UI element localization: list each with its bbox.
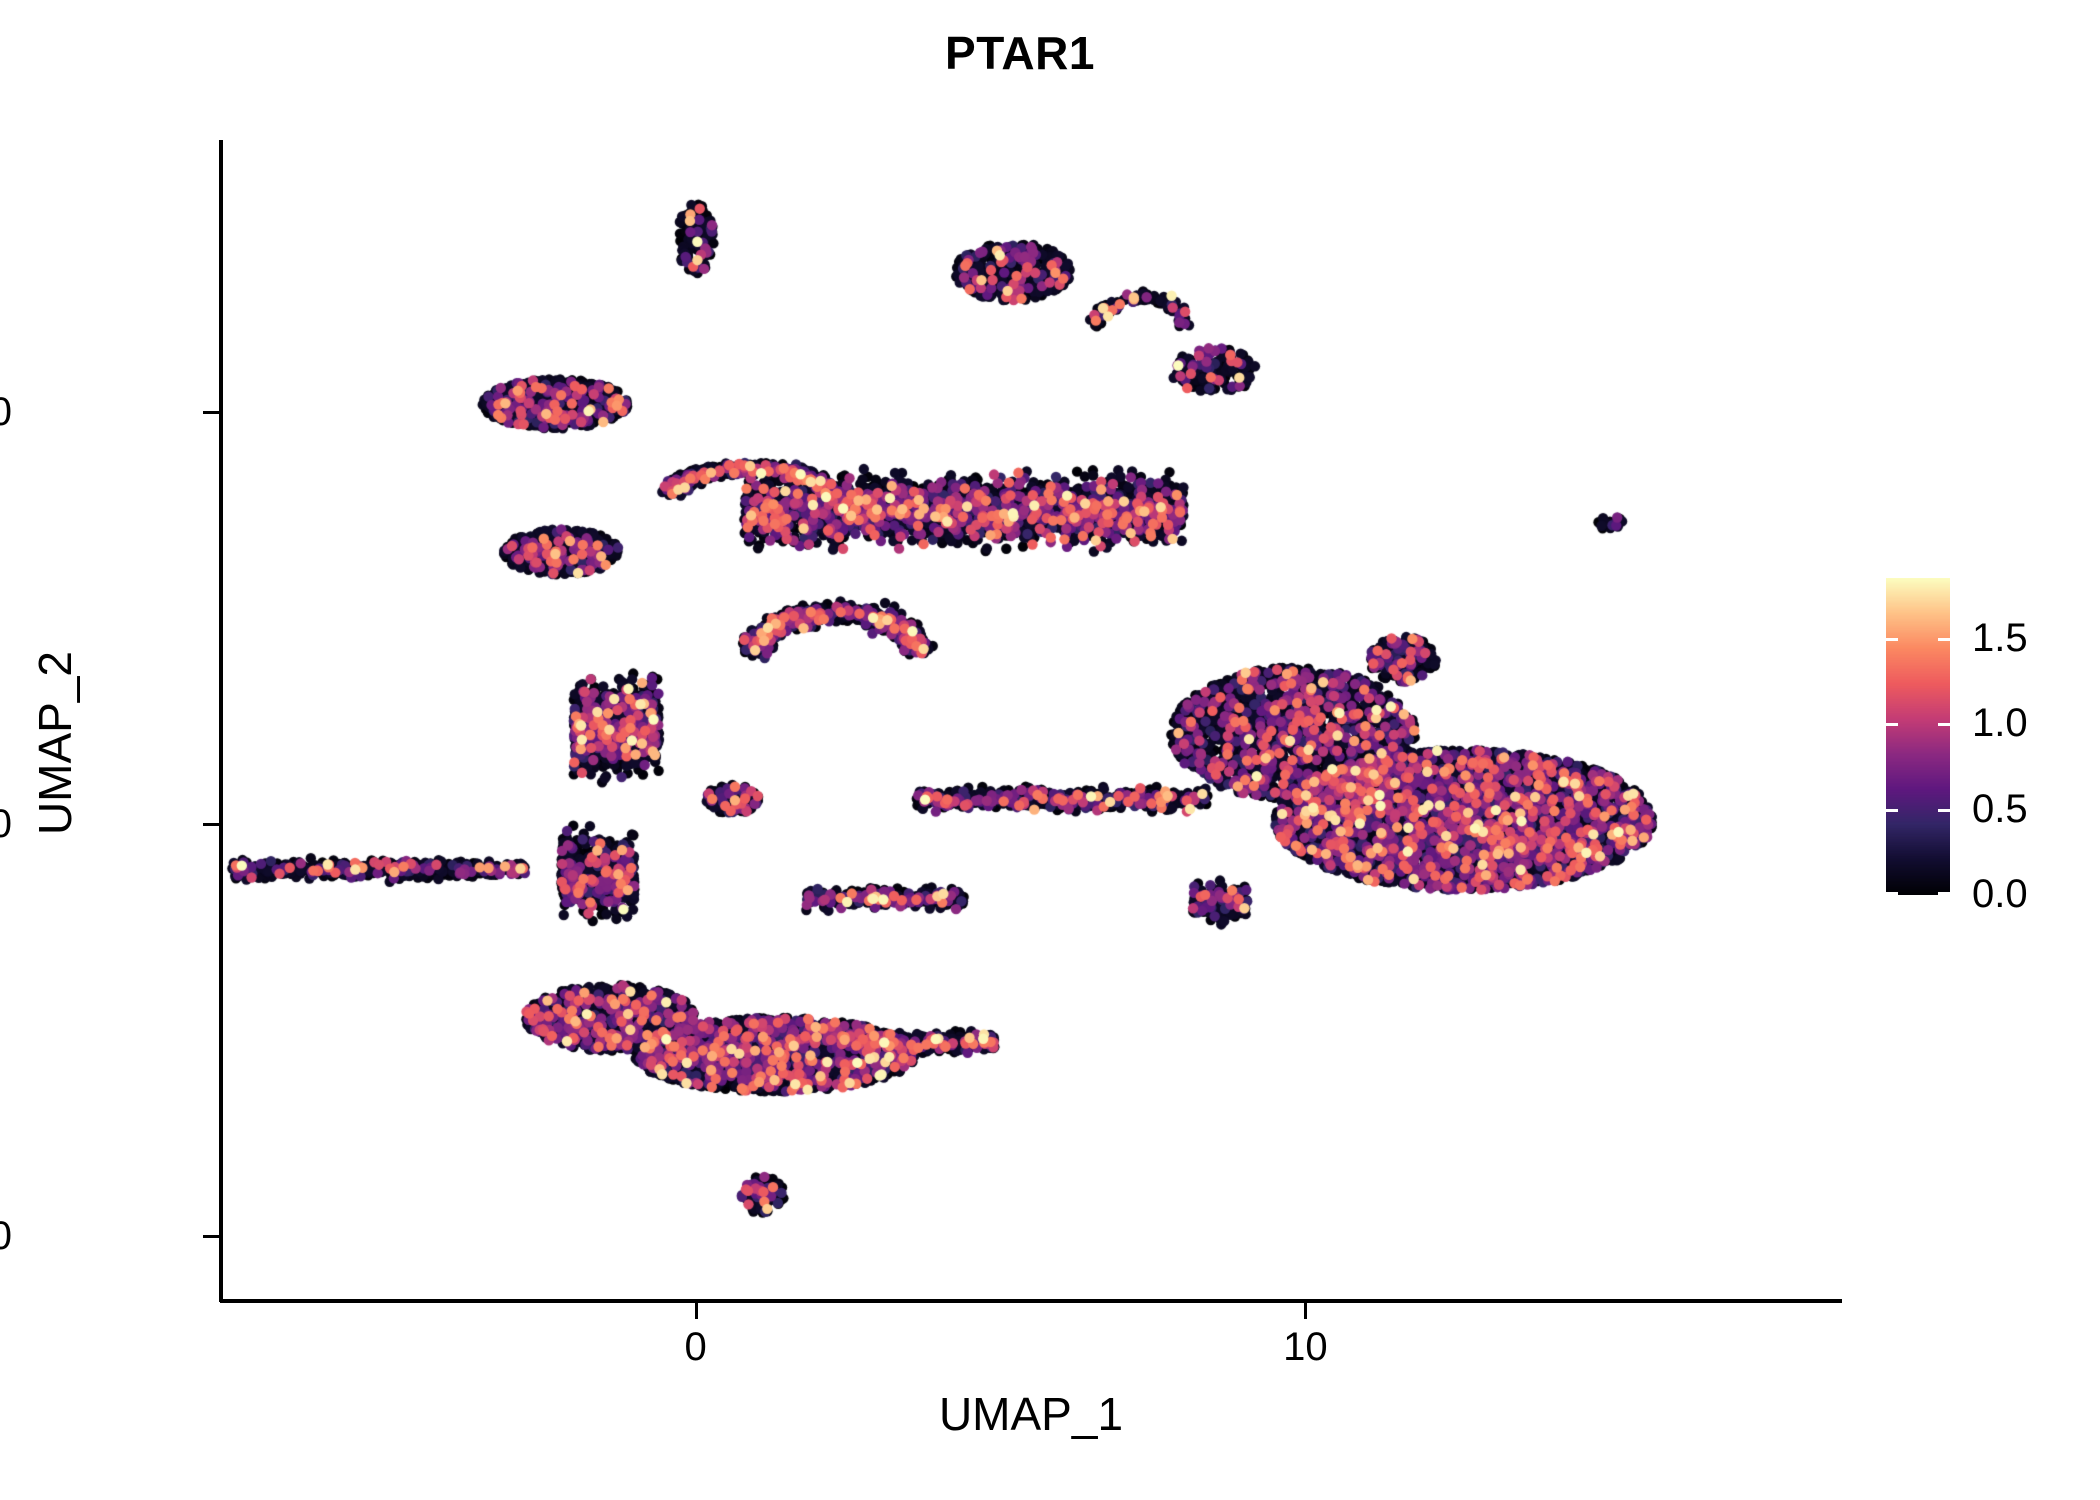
colorbar-tick-mark bbox=[1886, 809, 1950, 812]
y-axis-title: UMAP_2 bbox=[29, 650, 81, 836]
y-tick-mark bbox=[203, 1235, 219, 1239]
colorbar-tick-label: 1.5 bbox=[1972, 616, 2028, 660]
colorbar-tick-mark bbox=[1886, 638, 1950, 641]
y-tick-mark bbox=[203, 823, 219, 826]
colorbar-tick-label: 0.5 bbox=[1972, 787, 2028, 831]
colorbar-tick-mark bbox=[1886, 723, 1950, 726]
x-tick-label: 10 bbox=[1283, 1325, 1328, 1369]
x-axis-line bbox=[220, 1299, 1842, 1303]
y-tick-label: -10 bbox=[0, 1214, 12, 1259]
x-tick-mark bbox=[1304, 1303, 1308, 1319]
y-axis-line bbox=[219, 140, 223, 1302]
colorbar-gradient bbox=[1886, 578, 1950, 895]
colorbar-tick-label: 0.0 bbox=[1972, 872, 2028, 916]
y-tick-mark bbox=[203, 410, 219, 414]
x-axis-title: UMAP_1 bbox=[938, 1388, 1124, 1440]
scatter-plot-area[interactable] bbox=[220, 140, 1842, 1302]
x-tick-label: 0 bbox=[684, 1325, 707, 1369]
y-tick-label: 10 bbox=[0, 389, 12, 434]
colorbar-tick-mark bbox=[1886, 892, 1950, 895]
colorbar-legend: 1.5 1.0 0.5 0.0 bbox=[1886, 578, 2086, 914]
colorbar-tick-label: 1.0 bbox=[1972, 701, 2028, 745]
x-tick-mark bbox=[694, 1303, 698, 1319]
page-title: PTAR1 bbox=[945, 27, 1095, 79]
y-tick-label: 0 bbox=[0, 802, 12, 846]
